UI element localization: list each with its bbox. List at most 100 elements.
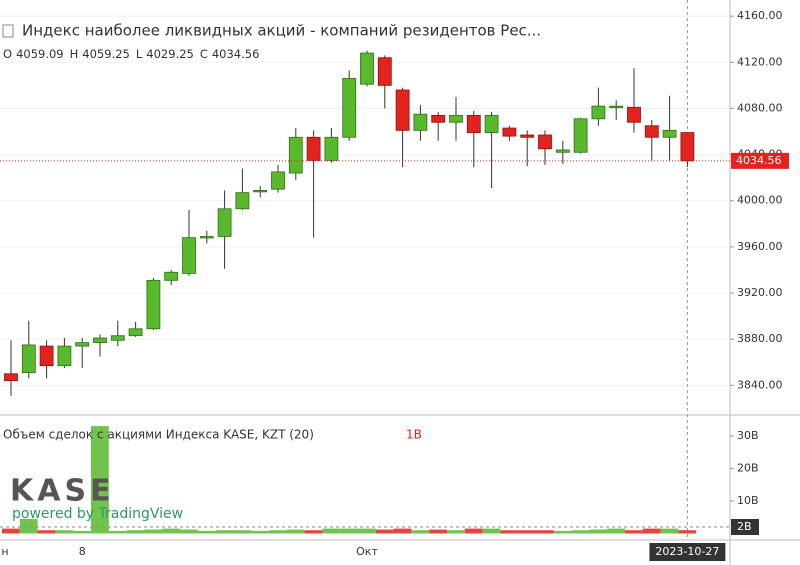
candle-body [609, 105, 624, 109]
ohlc-value: 4059.25 [82, 47, 130, 61]
volume-bar [73, 530, 91, 534]
volume-bar [215, 530, 234, 534]
volume-bar [180, 529, 198, 534]
y-tick-label: 3880.00 [737, 332, 783, 345]
volume-bar [19, 518, 38, 534]
volume-bar [269, 530, 287, 534]
volume-bar [2, 528, 20, 534]
candle-body [342, 78, 357, 138]
y-tick-label: 4120.00 [737, 55, 783, 68]
candle-body [662, 129, 677, 138]
volume-bar [482, 528, 501, 534]
candle-body [288, 136, 303, 174]
volume-bar [304, 530, 323, 534]
volume-bar [197, 530, 216, 534]
candle-body [253, 189, 268, 193]
ohlc-value: 4029.25 [146, 47, 194, 61]
y-tick-label: 3840.00 [737, 378, 783, 391]
y-tick-label: 3960.00 [737, 240, 783, 253]
x-tick-label: 8 [79, 545, 86, 558]
volume-bar [553, 530, 572, 534]
volume-bar [144, 529, 163, 534]
candle-body [449, 114, 463, 123]
candle-body [199, 236, 214, 239]
volume-bar [536, 530, 554, 534]
candle-body [466, 114, 481, 134]
candle-body [573, 118, 588, 153]
volume-bar [411, 530, 430, 534]
candle-body [146, 279, 161, 330]
candle-body [128, 328, 143, 337]
volume-bar [286, 529, 305, 534]
ohlc-value: 4034.56 [212, 47, 260, 61]
candle-body [39, 345, 54, 367]
volume-title: Объем сделок с акциями Индекса KASE, KZT… [3, 428, 314, 442]
collapse-icon [2, 24, 14, 38]
candle-body [182, 237, 196, 274]
volume-bar [447, 530, 465, 534]
candle-body [484, 114, 499, 134]
x-tick-label: Окт [356, 545, 378, 558]
last-price-label: 4034.56 [736, 154, 782, 167]
volume-bar [607, 528, 625, 534]
candle-body [680, 132, 695, 162]
volume-bar [642, 528, 661, 534]
volume-bar [233, 530, 252, 534]
volume-bar [393, 528, 412, 534]
crosshair-date-box [649, 543, 726, 561]
volume-bar [660, 528, 679, 534]
volume-bar [589, 529, 608, 534]
volume-bar [37, 530, 56, 534]
candle-body [4, 373, 18, 382]
volume-bar [55, 530, 74, 534]
candle-body [271, 171, 285, 190]
candle-body [377, 57, 392, 86]
y-tick-label: 4000.00 [737, 194, 783, 207]
watermark-sub: powered by TradingView [12, 506, 183, 522]
volume-bar [358, 528, 376, 534]
candle-body [110, 335, 125, 341]
ma-label-box [731, 518, 759, 535]
candle-body [395, 89, 410, 131]
y-tick-label: 30B [737, 429, 759, 442]
volume-bar [91, 426, 109, 534]
candle-body [164, 271, 179, 281]
volume-bar [162, 528, 180, 534]
volume-bar [429, 529, 447, 534]
volume-bar [251, 530, 269, 534]
chart-title: Индекс наиболее ликвидных акций - компан… [22, 22, 541, 40]
y-tick-label: 20B [737, 461, 759, 474]
candle-body [644, 125, 659, 138]
ohlc-key: H [70, 47, 79, 61]
candle-body [538, 134, 552, 150]
volume-bar [518, 530, 536, 534]
volume-value: 1B [406, 428, 422, 442]
candle-body [555, 149, 570, 153]
candle-body [306, 136, 321, 161]
ohlc-key: O [3, 47, 12, 61]
candle-body [75, 342, 90, 347]
candle-body [57, 345, 72, 367]
candle-body [627, 106, 641, 123]
candle-body [235, 192, 250, 210]
ma-label: 2B [737, 520, 752, 533]
ohlc-value: 4059.09 [16, 47, 64, 61]
candle-body [93, 337, 107, 344]
candle-body [21, 344, 36, 374]
candle-body [591, 105, 606, 120]
volume-bar [464, 528, 483, 534]
ohlc-key: L [136, 47, 143, 61]
y-tick-label: 10B [737, 494, 759, 507]
ohlc-legend: O 4059.09 H 4059.25 L 4029.25 C 4034.56 [3, 47, 259, 61]
last-price-box [731, 152, 789, 169]
header-bg [0, 18, 640, 44]
volume-bars [2, 426, 697, 534]
candle-body [431, 114, 446, 123]
volume-bar [340, 528, 358, 534]
y-tick-label: 3920.00 [737, 286, 783, 299]
watermark: KASE [10, 474, 115, 509]
y-tick-label: 4080.00 [737, 101, 783, 114]
y-tick-label: 4160.00 [737, 9, 783, 22]
